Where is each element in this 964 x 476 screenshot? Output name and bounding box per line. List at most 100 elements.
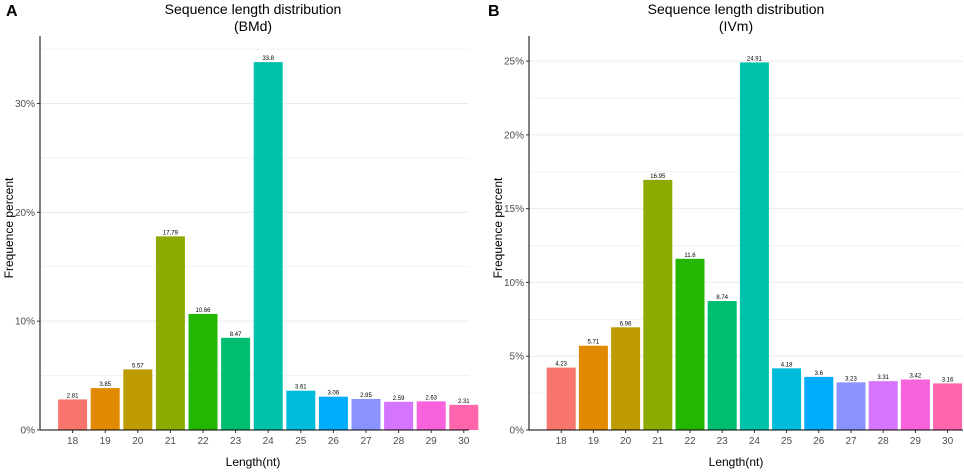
panel-b-bar-28 bbox=[868, 381, 898, 430]
panel-a-data-label-28: 2.59 bbox=[393, 396, 405, 402]
panel-b-x-tick-label-20: 20 bbox=[620, 436, 632, 447]
panel-b-x-tick-label-18: 18 bbox=[556, 436, 568, 447]
panel-b-bar-23 bbox=[707, 301, 737, 430]
panel-b-data-label-22: 11.6 bbox=[684, 253, 696, 259]
panel-b-x-axis-title: Length(nt) bbox=[709, 455, 764, 469]
panel-b-x-tick-label-22: 22 bbox=[684, 436, 696, 447]
panel-b-x-tick-label-25: 25 bbox=[781, 436, 793, 447]
panel-b-label: B bbox=[488, 3, 500, 20]
panel-a-bar-25 bbox=[286, 390, 316, 430]
panel-b-bar-26 bbox=[804, 376, 834, 430]
panel-b-data-label-21: 16.95 bbox=[650, 174, 666, 180]
panel-b-bar-22 bbox=[675, 258, 705, 430]
panel-b-bar-21 bbox=[643, 179, 673, 430]
panel-b-bar-25 bbox=[772, 368, 802, 430]
panel-b-y-tick-label: 25% bbox=[504, 57, 524, 68]
panel-a-bar-29 bbox=[416, 401, 446, 430]
panel-a-data-label-18: 2.81 bbox=[67, 393, 79, 399]
panel-b-bar-19 bbox=[578, 345, 608, 430]
panel-a-data-label-29: 2.63 bbox=[425, 395, 437, 401]
panel-a-bar-22 bbox=[188, 313, 218, 430]
panel-a-y-tick-label: 0% bbox=[21, 426, 36, 437]
panel-a-x-axis-title: Length(nt) bbox=[226, 455, 281, 469]
panel-b-y-tick-label: 15% bbox=[504, 204, 524, 215]
panel-b-x-tick-label-19: 19 bbox=[588, 436, 600, 447]
panel-b-data-label-23: 8.74 bbox=[716, 295, 728, 301]
panel-a-x-tick-label-18: 18 bbox=[67, 436, 79, 447]
panel-b-y-tick-label: 5% bbox=[510, 352, 525, 363]
panel-b-x-tick-label-30: 30 bbox=[942, 436, 954, 447]
panel-b-title: Sequence length distribution bbox=[648, 1, 825, 17]
panel-a-bar-24 bbox=[253, 62, 283, 430]
panel-b-x-tick-label-26: 26 bbox=[813, 436, 825, 447]
panel-a-bar-30 bbox=[449, 404, 479, 430]
panel-b-bar-29 bbox=[900, 379, 930, 430]
panel-b-x-tick-label-27: 27 bbox=[845, 436, 857, 447]
panel-a-bar-23 bbox=[221, 337, 251, 430]
panel-a-bar-26 bbox=[318, 396, 348, 430]
panel-b-subtitle: (IVm) bbox=[719, 18, 753, 34]
panel-a-x-tick-label-25: 25 bbox=[295, 436, 307, 447]
panel-b-bar-24 bbox=[739, 62, 769, 430]
panel-a-x-tick-label-26: 26 bbox=[328, 436, 340, 447]
panel-a-x-tick-label-24: 24 bbox=[263, 436, 275, 447]
panel-b-data-label-18: 4.23 bbox=[555, 362, 567, 368]
panel-a-y-tick-label: 20% bbox=[15, 208, 35, 219]
panel-b-plot-area: 4.23 5.71 6.96 16.95 11.6 8.74 24.91 4.18 3.6 3.2… bbox=[504, 36, 963, 447]
panel-b-y-tick-label: 20% bbox=[504, 130, 524, 141]
panel-a-x-tick-label-30: 30 bbox=[458, 436, 470, 447]
panel-b-y-tick-label: 10% bbox=[504, 278, 524, 289]
panel-b-y-axis-title: Frequence percent bbox=[491, 177, 505, 278]
panel-b-bar-30 bbox=[933, 383, 963, 430]
panel-a-y-axis-title: Frequence percent bbox=[2, 177, 16, 278]
panel-a-x-tick-label-22: 22 bbox=[197, 436, 209, 447]
panel-a-label: A bbox=[6, 3, 18, 20]
panel-b-data-label-26: 3.6 bbox=[815, 371, 824, 377]
panel-a-data-label-30: 2.31 bbox=[458, 399, 470, 405]
panel-a-x-tick-label-19: 19 bbox=[100, 436, 112, 447]
panel-a-bar-21 bbox=[155, 236, 185, 430]
panel-a-plot-area: 2.81 3.85 5.57 17.79 10.66 8.47 33.8 3.61 3.06 2.… bbox=[15, 36, 479, 447]
panel-b-y-tick-label: 0% bbox=[510, 426, 525, 437]
panel-b-data-label-19: 5.71 bbox=[588, 340, 600, 346]
panel-a-data-label-26: 3.06 bbox=[328, 391, 340, 397]
panel-b-data-label-24: 24.91 bbox=[747, 56, 763, 62]
panel-a-x-tick-label-28: 28 bbox=[393, 436, 405, 447]
panel-b-x-tick-label-23: 23 bbox=[717, 436, 729, 447]
panel-a-data-label-25: 3.61 bbox=[295, 385, 307, 391]
panel-b-bar-18 bbox=[546, 367, 576, 430]
panel-a-data-label-19: 3.85 bbox=[99, 382, 111, 388]
panel-b-bar-27 bbox=[836, 382, 866, 430]
panel-a-title: Sequence length distribution bbox=[165, 1, 342, 17]
panel-b-data-label-25: 4.18 bbox=[781, 362, 793, 368]
panel-a-x-tick-label-20: 20 bbox=[132, 436, 144, 447]
panel-a-x-tick-label-29: 29 bbox=[426, 436, 438, 447]
panel-b-data-label-28: 3.31 bbox=[877, 375, 889, 381]
panel-a-y-tick-label: 30% bbox=[15, 99, 35, 110]
panel-a-subtitle: (BMd) bbox=[234, 18, 272, 34]
panel-a-x-tick-label-23: 23 bbox=[230, 436, 242, 447]
panel-b-bar-20 bbox=[611, 327, 641, 430]
panel-b-x-tick-label-21: 21 bbox=[652, 436, 664, 447]
panel-a-y-tick-label: 10% bbox=[15, 317, 35, 328]
panel-b-x-tick-label-28: 28 bbox=[878, 436, 890, 447]
panel-a-x-tick-label-27: 27 bbox=[360, 436, 372, 447]
panel-a-bar-28 bbox=[384, 401, 414, 430]
panel-b-data-label-20: 6.96 bbox=[620, 321, 632, 327]
panel-a-x-tick-label-21: 21 bbox=[165, 436, 177, 447]
panel-a-data-label-23: 8.47 bbox=[230, 332, 242, 338]
panel-a-data-label-24: 33.8 bbox=[262, 56, 274, 62]
panel-a-data-label-22: 10.66 bbox=[195, 308, 211, 314]
panel-b-data-label-27: 3.23 bbox=[845, 376, 857, 382]
panel-a-bar-27 bbox=[351, 398, 381, 430]
panel-a-bar-18 bbox=[58, 399, 88, 430]
panel-b-x-tick-label-29: 29 bbox=[910, 436, 922, 447]
panel-b-x-tick-label-24: 24 bbox=[749, 436, 761, 447]
panel-a-data-label-20: 5.57 bbox=[132, 363, 144, 369]
panel-a-bar-19 bbox=[90, 388, 120, 430]
panel-b-data-label-30: 3.16 bbox=[942, 377, 954, 383]
panel-a-data-label-27: 2.85 bbox=[360, 393, 372, 399]
panel-b-data-label-29: 3.42 bbox=[910, 374, 922, 380]
